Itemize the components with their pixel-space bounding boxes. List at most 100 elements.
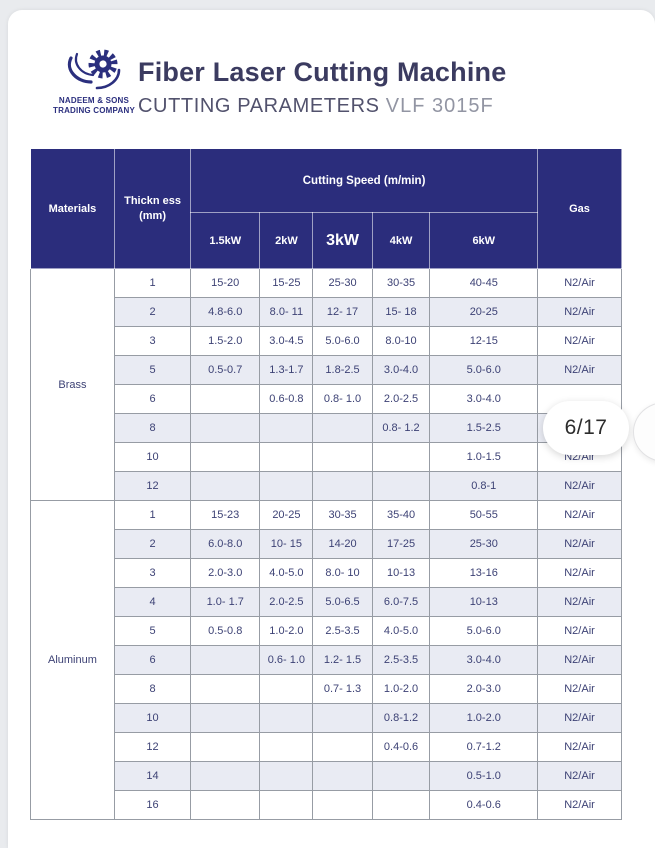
table-row: 10 1.0-1.5 N2/Air <box>31 442 622 472</box>
gas-cell: N2/Air <box>537 732 622 762</box>
speed-cell-4kw: 3.0-4.0 <box>371 355 431 385</box>
table-row: 10 0.8-1.2 1.0-2.0 N2/Air <box>31 703 622 733</box>
thickness-cell: 10 <box>113 442 192 472</box>
speed-cell-2kw <box>259 413 314 443</box>
speed-cell-6kw: 20-25 <box>429 297 539 327</box>
speed-cell-3kw <box>312 790 373 820</box>
gas-column-header: Gas <box>537 148 622 269</box>
speed-cell-6kw: 1.0-1.5 <box>429 442 539 472</box>
table-row: 2 4.8-6.0 8.0- 11 12- 17 15- 18 20-25 N2/Air <box>31 297 622 327</box>
speed-cell-1-5kw: 4.8-6.0 <box>190 297 261 327</box>
speed-cell-6kw: 0.8-1 <box>429 471 539 501</box>
speed-cell-1-5kw <box>190 732 261 762</box>
speed-cell-2kw <box>259 761 314 791</box>
table-row: 3 1.5-2.0 3.0-4.5 5.0-6.0 8.0-10 12-15 N2/Air <box>31 326 622 356</box>
table-row: 4 1.0- 1.7 2.0-2.5 5.0-6.5 6.0-7.5 10-13 N2/Ai… <box>31 587 622 617</box>
speed-cell-1-5kw: 6.0-8.0 <box>190 529 261 559</box>
gas-cell: N2/Air <box>537 500 622 530</box>
gas-cell: N2/Air <box>537 761 622 791</box>
thickness-cell: 3 <box>113 558 192 588</box>
speed-cell-2kw: 0.6- 1.0 <box>259 645 314 675</box>
speed-cell-2kw <box>259 790 314 820</box>
speed-cell-2kw: 1.3-1.7 <box>259 355 314 385</box>
speed-cell-3kw: 25-30 <box>312 268 373 298</box>
table-row: Aluminum 1 15-23 20-25 30-35 35-40 50-55 N2/Air <box>30 500 622 820</box>
speed-cell-6kw: 0.7-1.2 <box>429 732 539 762</box>
table-row: 12 0.8-1 N2/Air <box>31 471 622 501</box>
company-name-line2: TRADING COMPANY <box>53 106 135 115</box>
company-logo: NADEEM & SONS TRADING COMPANY <box>44 44 144 116</box>
thickness-cell: 8 <box>113 674 192 704</box>
gas-cell: N2/Air <box>537 674 622 704</box>
speed-cell-6kw: 3.0-4.0 <box>429 384 539 414</box>
speed-cell-6kw: 5.0-6.0 <box>429 355 539 385</box>
thickness-cell: 1 <box>113 500 192 530</box>
speed-cell-1-5kw <box>190 645 261 675</box>
page-indicator-badge: 6/17 <box>543 401 629 455</box>
speed-cell-2kw <box>259 732 314 762</box>
speed-cell-6kw: 1.0-2.0 <box>429 703 539 733</box>
thickness-cell: 16 <box>113 790 192 820</box>
material-cell-aluminum: Aluminum <box>30 500 115 820</box>
speed-cell-3kw: 30-35 <box>312 500 373 530</box>
speed-cell-4kw: 30-35 <box>371 268 431 298</box>
speed-cell-3kw <box>312 413 373 443</box>
table-row: 8 0.7- 1.3 1.0-2.0 2.0-3.0 N2/Air <box>31 674 622 704</box>
gas-cell: N2/Air <box>537 587 622 617</box>
speed-cell-2kw: 4.0-5.0 <box>259 558 314 588</box>
speed-cell-1-5kw <box>190 442 261 472</box>
speed-cell-1-5kw <box>190 761 261 791</box>
speed-cell-3kw: 1.8-2.5 <box>312 355 373 385</box>
speed-cell-2kw: 3.0-4.5 <box>259 326 314 356</box>
speed-cell-2kw: 2.0-2.5 <box>259 587 314 617</box>
speed-cell-4kw: 35-40 <box>371 500 431 530</box>
speed-cell-6kw: 3.0-4.0 <box>429 645 539 675</box>
speed-cell-3kw <box>312 471 373 501</box>
speed-cell-3kw: 5.0-6.0 <box>312 326 373 356</box>
speed-cell-3kw: 8.0- 10 <box>312 558 373 588</box>
speed-cell-6kw: 12-15 <box>429 326 539 356</box>
speed-cell-6kw: 13-16 <box>429 558 539 588</box>
header-titles: Fiber Laser Cutting Machine CUTTING PARA… <box>138 57 507 118</box>
thickness-cell: 10 <box>113 703 192 733</box>
table-row: 3 2.0-3.0 4.0-5.0 8.0- 10 10-13 13-16 N2/Air <box>31 558 622 588</box>
table-row: Brass 1 15-20 15-25 25-30 30-35 40-45 N2/Air <box>30 268 622 501</box>
speed-cell-1-5kw <box>190 790 261 820</box>
speed-cell-3kw: 2.5-3.5 <box>312 616 373 646</box>
speed-cell-3kw: 14-20 <box>312 529 373 559</box>
power-column-header: 2kW <box>259 212 314 269</box>
speed-cell-3kw: 1.2- 1.5 <box>312 645 373 675</box>
gas-cell: N2/Air <box>537 558 622 588</box>
table-row: 2 6.0-8.0 10- 15 14-20 17-25 25-30 N2/Air <box>31 529 622 559</box>
speed-cell-1-5kw <box>190 413 261 443</box>
speed-cell-2kw <box>259 471 314 501</box>
gas-cell: N2/Air <box>537 355 622 385</box>
thickness-cell: 2 <box>113 297 192 327</box>
table-row: 8 0.8- 1.2 1.5-2.5 <box>31 413 622 443</box>
speed-cell-2kw: 8.0- 11 <box>259 297 314 327</box>
speed-cell-2kw <box>259 674 314 704</box>
speed-cell-4kw: 1.0-2.0 <box>371 674 431 704</box>
thickness-cell: 12 <box>113 732 192 762</box>
page-subtitle: CUTTING PARAMETERS VLF 3015F <box>138 95 506 118</box>
speed-cell-4kw <box>371 790 431 820</box>
speed-cell-6kw: 5.0-6.0 <box>429 616 539 646</box>
thickness-column-header: Thickn ess (mm) <box>113 148 192 269</box>
company-name-line1: NADEEM & SONS <box>58 96 130 105</box>
cutting-speed-group-header: Cutting Speed (m/min) <box>190 148 539 213</box>
speed-cell-4kw <box>371 471 431 501</box>
speed-cell-3kw <box>312 442 373 472</box>
speed-cell-1-5kw: 2.0-3.0 <box>190 558 261 588</box>
power-column-header: 4kW <box>371 212 431 269</box>
thickness-cell: 1 <box>113 268 192 298</box>
speed-cell-3kw <box>312 761 373 791</box>
page-title: Fiber Laser Cutting Machine <box>138 57 507 87</box>
thickness-cell: 14 <box>113 761 192 791</box>
thickness-cell: 6 <box>113 384 192 414</box>
speed-cell-4kw: 17-25 <box>371 529 431 559</box>
cutting-parameters-table: Materials Thickn ess (mm) Cutting Speed … <box>30 148 622 820</box>
speed-cell-4kw: 2.5-3.5 <box>371 645 431 675</box>
speed-cell-1-5kw: 15-23 <box>190 500 261 530</box>
speed-cell-3kw: 0.8- 1.0 <box>312 384 373 414</box>
